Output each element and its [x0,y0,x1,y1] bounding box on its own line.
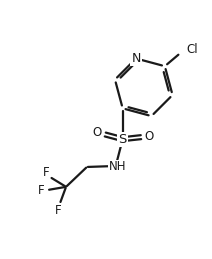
Text: Cl: Cl [186,43,198,56]
Text: O: O [93,126,102,139]
Text: O: O [144,130,153,143]
Text: F: F [55,204,61,217]
Text: NH: NH [109,161,126,174]
Text: S: S [119,133,127,146]
Text: F: F [42,167,49,179]
Text: F: F [38,184,44,197]
Text: N: N [131,52,141,65]
